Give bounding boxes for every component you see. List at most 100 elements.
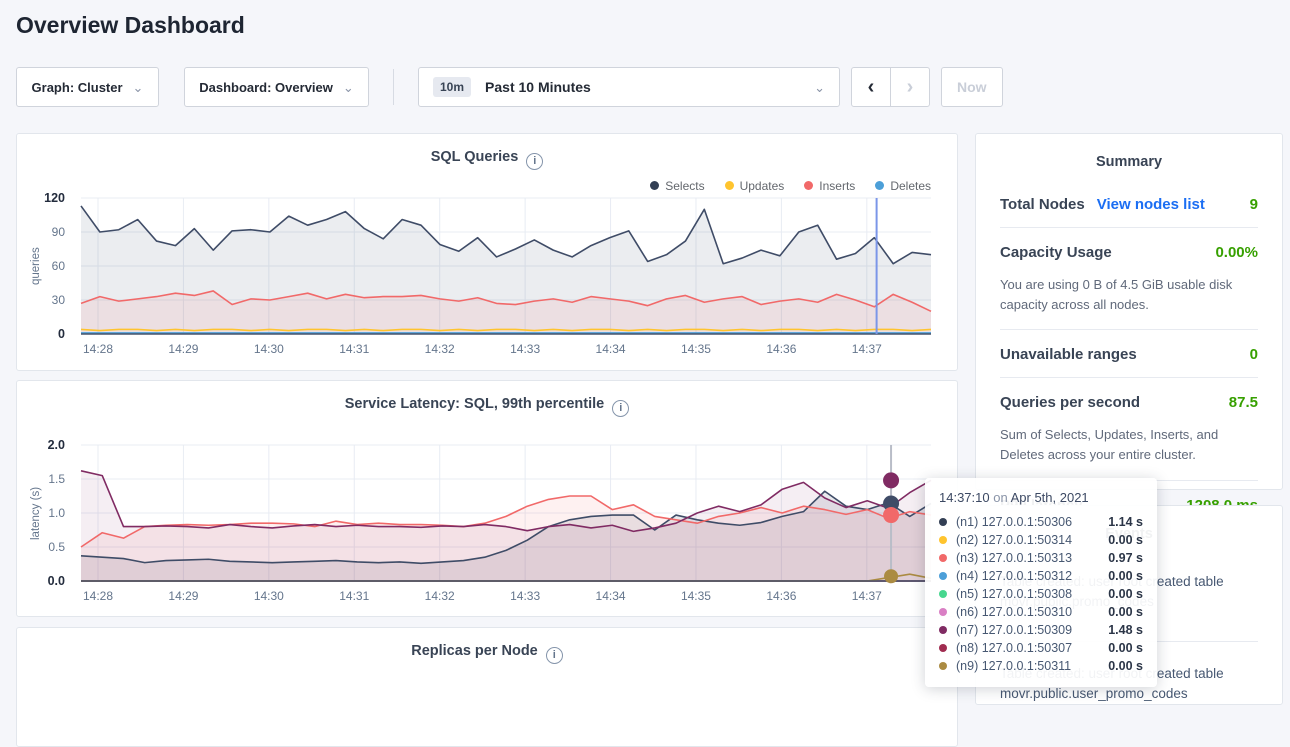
x-tick: 14:32	[425, 589, 455, 603]
chevron-down-icon: ⌄	[814, 81, 825, 94]
chart-title: SQL Queriesi	[17, 149, 957, 170]
x-tick: 14:32	[425, 342, 455, 356]
tooltip-value: 0.00 s	[1108, 659, 1143, 673]
y-tick: 1.0	[48, 506, 65, 520]
summary-panel: Summary Total NodesView nodes list9Capac…	[975, 133, 1283, 490]
tooltip-row: (n5) 127.0.0.1:50308 0.00 s	[939, 585, 1143, 603]
summary-row: Capacity Usage0.00%	[1000, 228, 1258, 275]
tooltip-row: (n3) 127.0.0.1:50313 0.97 s	[939, 549, 1143, 567]
summary-value: 0	[1250, 346, 1258, 363]
x-tick: 14:37	[852, 342, 882, 356]
time-range-label: Past 10 Minutes	[485, 79, 591, 95]
y-tick: 90	[52, 225, 65, 239]
legend-item: Deletes	[875, 179, 931, 193]
chart-title: Service Latency: SQL, 99th percentilei	[17, 396, 957, 417]
x-axis-ticks: 14:2814:2914:3014:3114:3214:3314:3414:35…	[81, 589, 931, 605]
legend-dot-icon	[725, 181, 734, 190]
tooltip-node: (n4) 127.0.0.1:50312	[956, 569, 1100, 583]
chart-plot-area[interactable]	[81, 198, 931, 334]
legend-item: Inserts	[804, 179, 855, 193]
tooltip-value: 0.97 s	[1108, 551, 1143, 565]
y-axis-ticks: 0.00.51.01.52.0	[17, 445, 71, 581]
legend-item: Updates	[725, 179, 785, 193]
series-dot-icon	[939, 608, 947, 616]
x-tick: 14:30	[254, 342, 284, 356]
time-now-button[interactable]: Now	[941, 67, 1003, 107]
tooltip-node: (n9) 127.0.0.1:50311	[956, 659, 1100, 673]
tooltip-row: (n8) 127.0.0.1:50307 0.00 s	[939, 639, 1143, 657]
y-tick: 60	[52, 259, 65, 273]
chart-title: Replicas per Nodei	[17, 643, 957, 664]
graph-dropdown-label: Graph: Cluster	[32, 80, 123, 95]
x-axis-ticks: 14:28 14:29 14:30 14:31 14:32 14:33 14:34 14:35…	[81, 342, 931, 358]
x-tick: 14:28	[83, 589, 113, 603]
y-tick: 0.5	[48, 540, 65, 554]
tooltip-value: 0.00 s	[1108, 641, 1143, 655]
tooltip-node: (n6) 127.0.0.1:50310	[956, 605, 1100, 619]
legend-item: Selects	[650, 179, 704, 193]
tooltip-value: 0.00 s	[1108, 569, 1143, 583]
legend-dot-icon	[650, 181, 659, 190]
time-range-dropdown[interactable]: 10m Past 10 Minutes ⌄	[418, 67, 840, 107]
series-dot-icon	[939, 554, 947, 562]
chevron-right-icon: ›	[907, 76, 914, 99]
tooltip-row: (n2) 127.0.0.1:503140.00 s	[939, 531, 1143, 549]
tooltip-row: (n7) 127.0.0.1:50309 1.48 s	[939, 621, 1143, 639]
chevron-down-icon: ⌄	[343, 81, 354, 94]
service-latency-chart-card: Service Latency: SQL, 99th percentilei l…	[16, 380, 958, 617]
chart-plot-area[interactable]	[81, 445, 931, 581]
legend-dot-icon	[804, 181, 813, 190]
tooltip-row: (n6) 127.0.0.1:503100.00 s	[939, 603, 1143, 621]
x-tick: 14:33	[510, 342, 540, 356]
graph-dropdown[interactable]: Graph: Cluster ⌄	[16, 67, 159, 107]
info-icon[interactable]: i	[612, 400, 629, 417]
time-prev-button[interactable]: ‹	[851, 67, 891, 107]
y-tick: 0	[58, 327, 65, 341]
tooltip-node: (n3) 127.0.0.1:50313	[956, 551, 1100, 565]
tooltip-node: (n2) 127.0.0.1:50314	[956, 533, 1100, 547]
sql-queries-chart-card: SQL Queriesi Selects Updates Inserts Delete…	[16, 133, 958, 371]
tooltip-value: 0.00 s	[1108, 587, 1143, 601]
summary-row: Queries per second87.5	[1000, 378, 1258, 425]
x-tick: 14:31	[339, 589, 369, 603]
summary-description: You are using 0 B of 4.5 GiB usable disk…	[1000, 275, 1258, 329]
tooltip-row: (n9) 127.0.0.1:50311 0.00 s	[939, 657, 1143, 675]
time-range-badge: 10m	[433, 77, 471, 97]
page-title: Overview Dashboard	[16, 12, 245, 39]
x-tick: 14:29	[168, 589, 198, 603]
info-icon[interactable]: i	[546, 647, 563, 664]
series-dot-icon	[939, 662, 947, 670]
tooltip-value: 1.48 s	[1108, 623, 1143, 637]
y-tick: 2.0	[48, 438, 65, 452]
chart-legend: Selects Updates Inserts Deletes	[650, 179, 931, 193]
y-tick: 120	[44, 191, 65, 205]
x-tick: 14:28	[83, 342, 113, 356]
series-dot-icon	[939, 626, 947, 634]
dashboard-dropdown[interactable]: Dashboard: Overview ⌄	[184, 67, 369, 107]
info-icon[interactable]: i	[526, 153, 543, 170]
tooltip-timestamp: 14:37:10 on Apr 5th, 2021	[939, 490, 1143, 505]
x-tick: 14:36	[766, 589, 796, 603]
x-tick: 14:35	[681, 342, 711, 356]
y-tick: 1.5	[48, 472, 65, 486]
summary-value: 87.5	[1229, 394, 1258, 411]
summary-row: Total NodesView nodes list9	[1000, 180, 1258, 227]
replicas-chart-card: Replicas per Nodei	[16, 627, 958, 747]
tooltip-node: (n7) 127.0.0.1:50309	[956, 623, 1100, 637]
tooltip-node: (n5) 127.0.0.1:50308	[956, 587, 1100, 601]
series-dot-icon	[939, 590, 947, 598]
time-next-button[interactable]: ›	[890, 67, 930, 107]
chart-hover-tooltip: 14:37:10 on Apr 5th, 2021 (n1) 127.0.0.1…	[925, 478, 1157, 687]
chevron-down-icon: ⌄	[133, 81, 144, 94]
series-dot-icon	[939, 644, 947, 652]
summary-description: Sum of Selects, Updates, Inserts, and De…	[1000, 425, 1258, 479]
x-tick: 14:34	[596, 342, 626, 356]
summary-row: Unavailable ranges0	[1000, 330, 1258, 377]
series-dot-icon	[939, 536, 947, 544]
x-tick: 14:31	[339, 342, 369, 356]
tooltip-node: (n8) 127.0.0.1:50307	[956, 641, 1100, 655]
y-tick: 0.0	[48, 574, 65, 588]
view-nodes-list-link[interactable]: View nodes list	[1097, 196, 1205, 213]
x-tick: 14:33	[510, 589, 540, 603]
x-tick: 14:29	[168, 342, 198, 356]
